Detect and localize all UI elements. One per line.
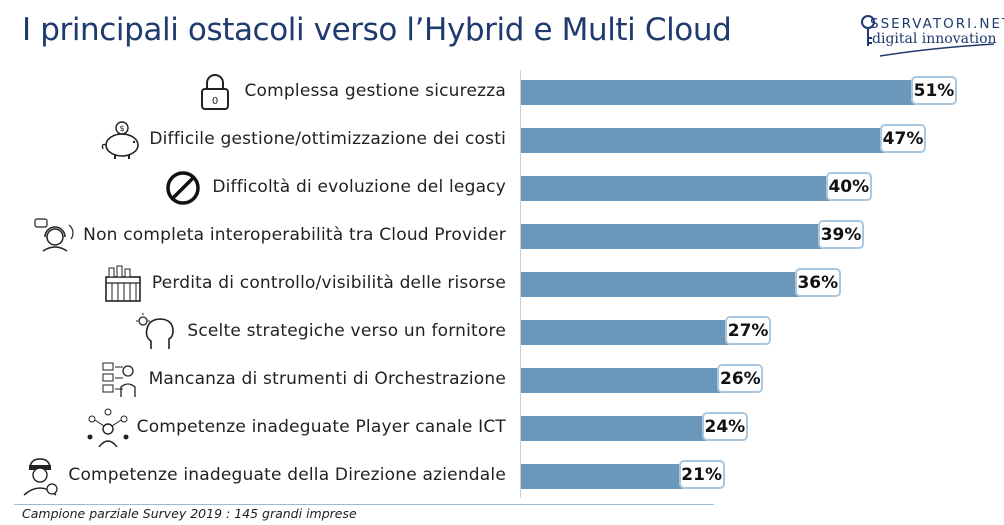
value-label: 36% <box>794 268 841 297</box>
bar <box>521 272 800 297</box>
svg-text:0: 0 <box>212 96 218 107</box>
footnote-divider <box>14 504 714 505</box>
bar-row: Competenze inadeguate della Direzione az… <box>0 453 1004 501</box>
page-title: I principali ostacoli verso l’Hybrid e M… <box>22 12 732 48</box>
observatori-logo: SSERVATORI.NET digital innovation <box>860 14 1004 60</box>
network-people-icon <box>85 407 131 449</box>
category-axis <box>520 70 521 498</box>
logo-brand: SSERVATORI.NET <box>870 16 1004 32</box>
value-label: 26% <box>717 364 764 393</box>
value-label: 40% <box>825 172 872 201</box>
category-label: Perdita di controllo/visibilità delle ri… <box>151 273 506 293</box>
svg-text:$: $ <box>120 124 125 133</box>
lock-icon: 0 <box>192 71 238 113</box>
category-label: Difficoltà di evoluzione del legacy <box>212 177 506 197</box>
category-label: Competenze inadeguate Player canale ICT <box>136 417 506 437</box>
bar <box>521 224 824 249</box>
bar <box>521 368 723 393</box>
bar <box>521 320 731 345</box>
category-label: Competenze inadeguate della Direzione az… <box>68 465 506 485</box>
support-agent-icon <box>31 215 77 257</box>
category-label: Complessa gestione sicurezza <box>244 81 506 101</box>
value-label: 47% <box>880 124 927 153</box>
bar <box>521 464 684 489</box>
bar-row: Difficoltà di evoluzione del legacy 40% <box>0 165 1004 213</box>
logo-tagline: digital innovation <box>872 31 997 47</box>
category-label: Difficile gestione/ottimizzazione dei co… <box>149 129 506 149</box>
value-label: 24% <box>701 412 748 441</box>
lightbulb-head-icon <box>135 311 181 353</box>
logo-key-icon <box>861 15 875 46</box>
bar <box>521 416 707 441</box>
piggy-bank-icon: $ <box>97 119 143 161</box>
orchestration-icon <box>97 359 143 401</box>
bar-row: Complessa gestione sicurezza 51% 0 <box>0 69 1004 117</box>
value-label: 39% <box>818 220 865 249</box>
bar-row: Non completa interoperabilità tra Cloud … <box>0 213 1004 261</box>
manager-icon <box>16 455 62 497</box>
value-label: 21% <box>678 460 725 489</box>
bar-row: Scelte strategiche verso un fornitore 27% <box>0 309 1004 357</box>
bar-row: Perdita di controllo/visibilità delle ri… <box>0 261 1004 309</box>
bar <box>521 80 916 105</box>
category-label: Mancanza di strumenti di Orchestrazione <box>148 369 506 389</box>
category-label: Non completa interoperabilità tra Cloud … <box>83 225 506 245</box>
logo-swoosh <box>879 43 995 57</box>
bar <box>521 176 831 201</box>
bar-row: Mancanza di strumenti di Orchestrazione 2… <box>0 357 1004 405</box>
bar-row: Difficile gestione/ottimizzazione dei co… <box>0 117 1004 165</box>
category-label: Scelte strategiche verso un fornitore <box>187 321 506 341</box>
prohibited-icon <box>160 167 206 209</box>
control-panel-icon <box>100 263 146 305</box>
value-label: 51% <box>911 76 957 105</box>
bar-row: Competenze inadeguate Player canale ICT 2… <box>0 405 1004 453</box>
value-label: 27% <box>725 316 772 345</box>
bar <box>521 128 886 153</box>
footnote: Campione parziale Survey 2019 : 145 gran… <box>22 506 357 521</box>
